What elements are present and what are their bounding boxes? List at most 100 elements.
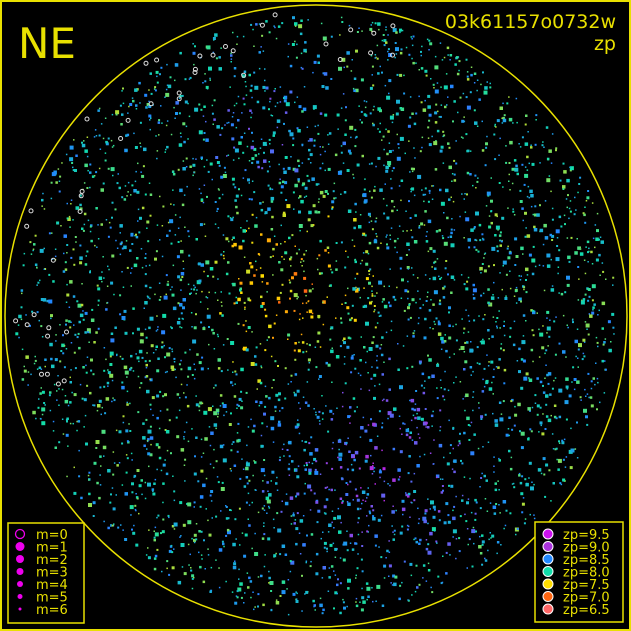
star-point: [354, 367, 357, 370]
size-legend-label: m=3: [36, 566, 68, 581]
star-point: [407, 495, 410, 498]
star-point: [37, 406, 40, 409]
star-point: [99, 148, 102, 150]
star-point: [430, 299, 432, 301]
star-point: [84, 149, 88, 153]
star-point: [218, 164, 221, 167]
star-point: [466, 71, 469, 73]
star-point: [298, 197, 300, 199]
star-point: [123, 365, 128, 370]
star-point: [231, 244, 234, 248]
star-point: [385, 169, 389, 173]
star-point: [162, 501, 164, 504]
star-point: [437, 110, 439, 113]
star-point: [381, 449, 383, 452]
star-point: [233, 302, 236, 305]
star-point: [311, 462, 314, 465]
star-point: [360, 110, 363, 113]
star-point: [173, 528, 176, 530]
star-point: [347, 587, 350, 590]
star-point: [441, 235, 444, 237]
star-point: [558, 440, 560, 443]
star-point: [502, 260, 507, 265]
star-point: [499, 327, 501, 329]
star-point: [494, 482, 497, 485]
star-point: [370, 30, 373, 32]
star-point: [305, 561, 307, 564]
star-point: [303, 86, 306, 88]
star-point: [545, 403, 548, 406]
star-point: [374, 295, 376, 297]
star-point: [502, 500, 507, 504]
star-point: [304, 401, 308, 404]
star-point: [317, 132, 320, 135]
star-point: [220, 370, 223, 373]
star-point: [258, 67, 261, 70]
star-point: [437, 332, 442, 336]
star-point: [222, 458, 227, 463]
star-point: [372, 515, 375, 518]
star-point: [443, 285, 446, 288]
star-point: [318, 420, 321, 422]
saturated-star-point: [176, 90, 182, 96]
star-point: [168, 516, 170, 519]
star-point: [521, 340, 526, 345]
star-point: [180, 249, 184, 254]
star-point: [93, 175, 96, 177]
star-point: [126, 457, 129, 460]
star-point: [392, 531, 394, 533]
star-point: [489, 86, 492, 89]
star-point: [229, 509, 231, 511]
star-point: [596, 212, 599, 215]
star-point: [61, 343, 65, 348]
star-point: [452, 509, 454, 512]
star-point: [268, 582, 270, 584]
star-point: [379, 122, 381, 125]
star-point: [550, 288, 555, 292]
star-point: [376, 292, 378, 294]
star-point: [392, 447, 396, 451]
star-point: [347, 483, 349, 486]
star-point: [127, 191, 129, 193]
star-point: [144, 301, 148, 305]
star-point: [209, 590, 212, 593]
star-point: [535, 114, 538, 117]
star-point: [263, 159, 267, 163]
star-point: [407, 124, 411, 128]
star-point: [381, 39, 384, 42]
star-point: [146, 103, 150, 106]
star-point: [139, 216, 142, 220]
star-point: [68, 215, 71, 218]
star-point: [387, 50, 389, 53]
star-point: [289, 496, 294, 500]
star-point: [366, 530, 369, 533]
star-point: [492, 376, 495, 378]
star-point: [323, 505, 327, 509]
star-point: [234, 148, 239, 153]
star-point: [223, 414, 225, 417]
star-point: [271, 387, 273, 389]
star-point: [228, 423, 232, 426]
star-point: [266, 170, 269, 173]
star-point: [498, 310, 500, 312]
star-point: [186, 384, 188, 386]
star-point: [576, 328, 579, 330]
star-point: [222, 234, 225, 236]
star-point: [59, 324, 61, 326]
star-point: [412, 332, 415, 335]
star-point: [434, 55, 437, 58]
star-point: [337, 578, 339, 581]
star-point: [129, 103, 133, 106]
star-point: [278, 163, 280, 166]
star-point: [156, 394, 160, 398]
star-point: [371, 473, 374, 475]
star-point: [611, 312, 615, 316]
star-point: [131, 184, 134, 187]
star-point: [588, 250, 590, 253]
star-point: [598, 238, 600, 241]
star-point: [427, 219, 432, 224]
star-point: [566, 324, 568, 326]
star-point: [470, 421, 473, 424]
star-point: [145, 554, 148, 556]
star-point: [591, 202, 594, 204]
